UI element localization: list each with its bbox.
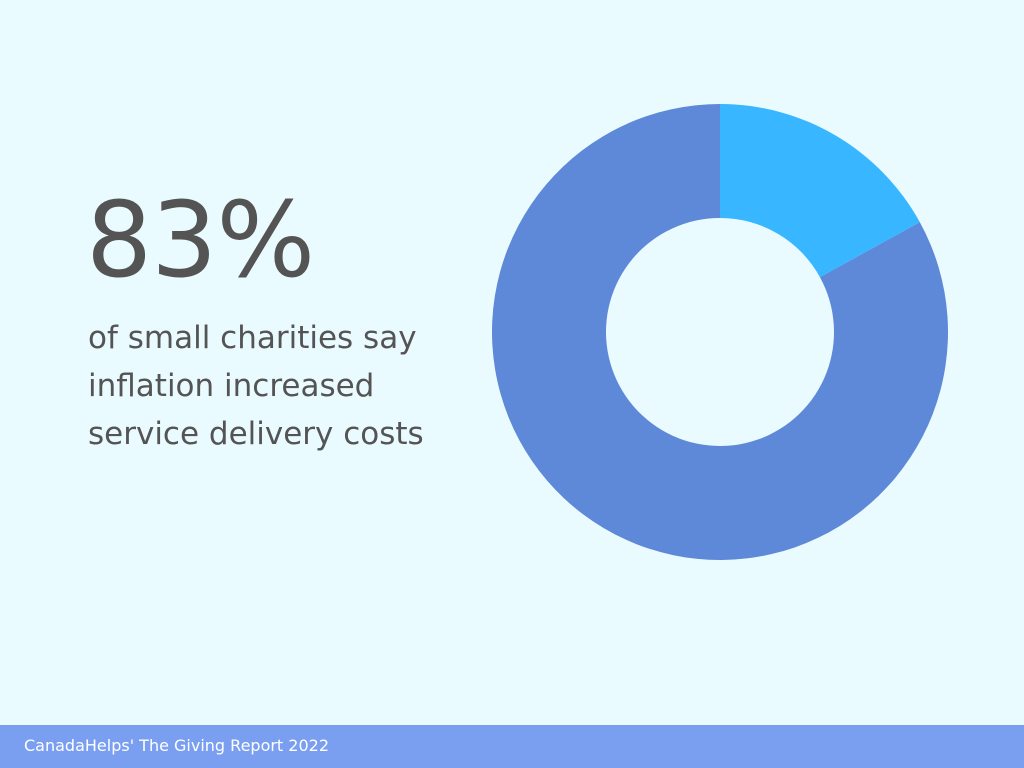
headline-percentage: 83% <box>86 179 315 301</box>
donut-slice-remainder <box>720 104 920 278</box>
caption-line: of small charities say <box>88 320 417 356</box>
donut-chart <box>492 104 948 560</box>
donut-slice-main <box>492 104 948 560</box>
source-citation: CanadaHelps' The Giving Report 2022 <box>24 736 330 755</box>
footer-bar: CanadaHelps' The Giving Report 2022 <box>0 725 1024 768</box>
caption-line: service delivery costs <box>88 416 424 452</box>
headline-caption: of small charities say inflation increas… <box>88 314 468 458</box>
caption-line: inflation increased <box>88 368 375 404</box>
